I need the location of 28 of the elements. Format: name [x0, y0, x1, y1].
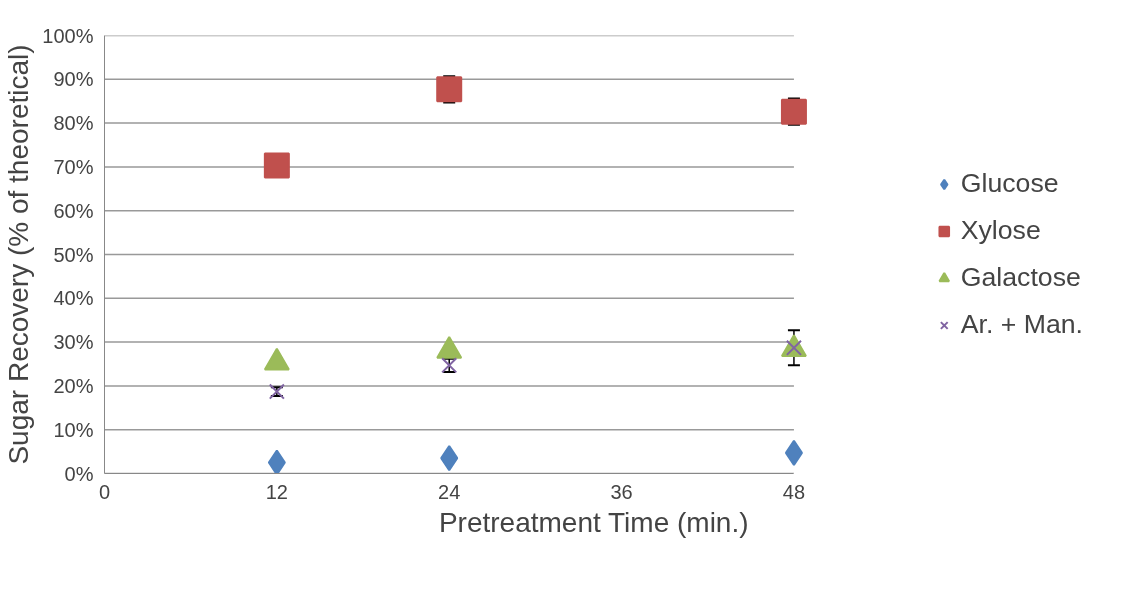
x-axis-title: Pretreatment Time (min.): [438, 506, 749, 538]
y-tick-label: 40%: [53, 287, 94, 310]
legend-label: Xylose: [960, 215, 1041, 246]
point: [780, 98, 807, 125]
x-tick-label: 0: [98, 480, 111, 503]
y-tick-label: 10%: [53, 418, 94, 441]
y-tick-label: 80%: [53, 112, 94, 135]
x-tick-label: 48: [782, 480, 806, 503]
y-tick-label: 70%: [53, 155, 94, 178]
y-tick-label: 90%: [53, 68, 94, 91]
y-tick-label: 0%: [64, 462, 94, 485]
y-tick-label: 20%: [53, 374, 94, 397]
x-tick-label: 12: [265, 480, 288, 503]
x-tick-label: 36: [610, 480, 633, 503]
point: [440, 445, 459, 472]
legend-label: Galactose: [960, 262, 1081, 293]
point: [784, 439, 803, 466]
legend-label: Ar. + Man.: [960, 309, 1083, 340]
y-tick-label: 50%: [53, 243, 94, 266]
point: [267, 449, 286, 474]
y-tick-label: 30%: [53, 331, 94, 354]
point: [263, 152, 290, 179]
x-tick-label: 24: [438, 480, 461, 503]
y-tick-label: 60%: [53, 199, 94, 222]
legend-label: Glucose: [960, 168, 1059, 199]
y-tick-label: 100%: [42, 24, 94, 47]
y-axis-title: Sugar Recovery (% of theoretical): [3, 44, 35, 465]
point: [436, 76, 463, 103]
